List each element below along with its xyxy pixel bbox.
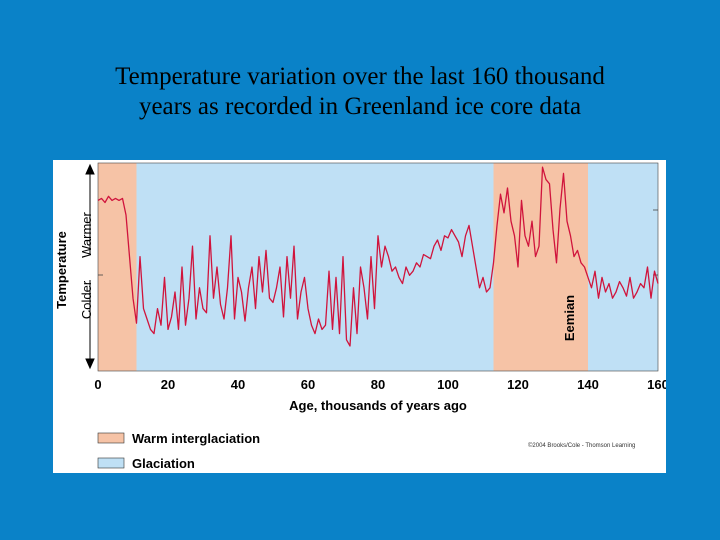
y-axis-label: Temperature (54, 231, 69, 309)
x-tick-label-60: 60 (301, 377, 315, 392)
x-tick-label-0: 0 (94, 377, 101, 392)
shaded-region-1-glaciation (136, 163, 494, 371)
warmer-arrow-head (85, 163, 95, 175)
y-axis-arrows (85, 163, 95, 370)
legend-swatch-warm (97, 432, 125, 444)
colder-label: Colder (79, 280, 94, 319)
x-tick-label-120: 120 (507, 377, 529, 392)
x-tick-label-100: 100 (437, 377, 459, 392)
legend-label-warm: Warm interglaciation (132, 431, 260, 446)
slide-title-line-2: years as recorded in Greenland ice core … (138, 93, 582, 120)
colder-arrow-head (85, 358, 95, 370)
x-tick-label-140: 140 (577, 377, 599, 392)
credit-text: ©2004 Brooks/Cole - Thomson Learning (528, 443, 636, 449)
x-tick-label-20: 20 (161, 377, 175, 392)
x-tick-label-160: 160 (647, 377, 666, 392)
slide-title-line-1: Temperature variation over the last 160 … (115, 63, 605, 90)
legend: Warm interglaciation Glaciation (97, 431, 260, 471)
x-axis-label: Age, thousands of years ago (289, 398, 467, 413)
temperature-chart: Temperature Warmer Colder 0 20 40 60 80 100 12… (54, 162, 666, 471)
legend-swatch-glaciation (97, 457, 125, 469)
legend-label-glaciation: Glaciation (132, 456, 195, 471)
x-tick-label-40: 40 (231, 377, 245, 392)
eemian-annotation: Eemian (562, 295, 577, 341)
x-tick-labels: 0 20 40 60 80 100 120 140 160 (94, 377, 666, 392)
chart-panel: Temperature Warmer Colder 0 20 40 60 80 100 12… (53, 160, 666, 473)
shaded-regions (98, 163, 658, 371)
plot-frame (97, 162, 659, 372)
warmer-label: Warmer (79, 211, 94, 257)
temperature-line (97, 166, 659, 347)
x-tick-label-80: 80 (371, 377, 385, 392)
slide-title: Temperature variation over the last 160 … (40, 62, 680, 122)
shaded-region-3-glaciation (588, 163, 658, 371)
